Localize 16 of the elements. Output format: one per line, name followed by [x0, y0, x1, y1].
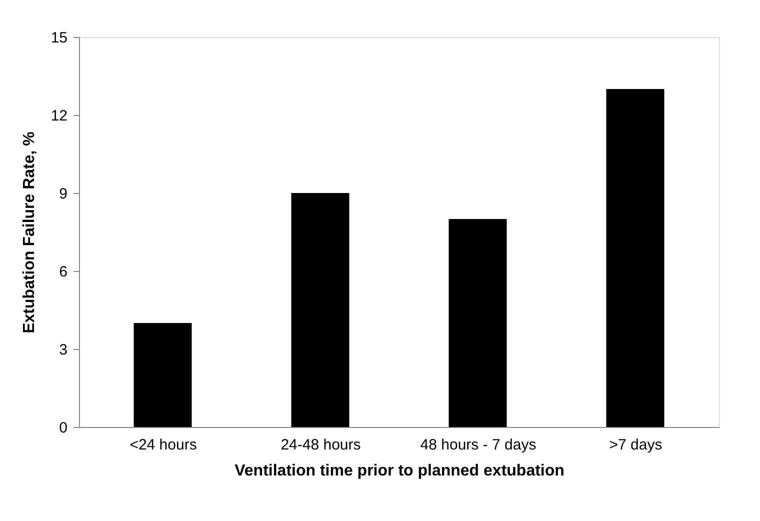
x-tick-label: 48 hours - 7 days	[420, 436, 536, 454]
bar	[134, 323, 192, 427]
y-tick-label: 12	[50, 108, 68, 124]
x-axis-title: Ventilation time prior to planned extubation	[234, 462, 564, 480]
y-tick-label: 15	[50, 30, 68, 46]
x-tick-label: <24 hours	[130, 436, 197, 454]
x-tick-label: 24-48 hours	[280, 436, 361, 454]
y-axis-title: Extubation Failure Rate, %	[20, 132, 38, 334]
y-tick-label: 6	[59, 264, 68, 280]
bar	[448, 219, 507, 427]
y-tick-label: 9	[59, 186, 68, 202]
bar	[291, 193, 350, 427]
x-tick-label: >7 days	[609, 436, 662, 454]
y-tick-label: 3	[59, 342, 68, 358]
bar	[606, 89, 664, 427]
y-tick-label: 0	[59, 420, 68, 436]
